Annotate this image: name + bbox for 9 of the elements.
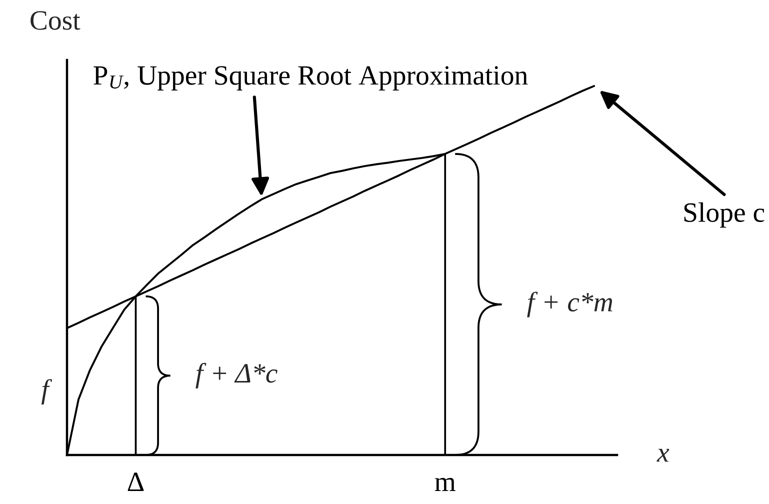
y-axis-title: Cost	[30, 11, 80, 30]
annotation: f + Δ*c	[196, 362, 278, 388]
text: P$_{U}$, Upper Square Root Approximation	[94, 66, 528, 90]
x-axis-title: x	[656, 448, 670, 462]
annotation: f + c*m	[527, 292, 612, 318]
x-tick-label: Δ	[128, 472, 144, 491]
text: f	[41, 379, 52, 405]
text: Slope c	[684, 202, 764, 228]
x-tick-label: m	[434, 478, 456, 491]
